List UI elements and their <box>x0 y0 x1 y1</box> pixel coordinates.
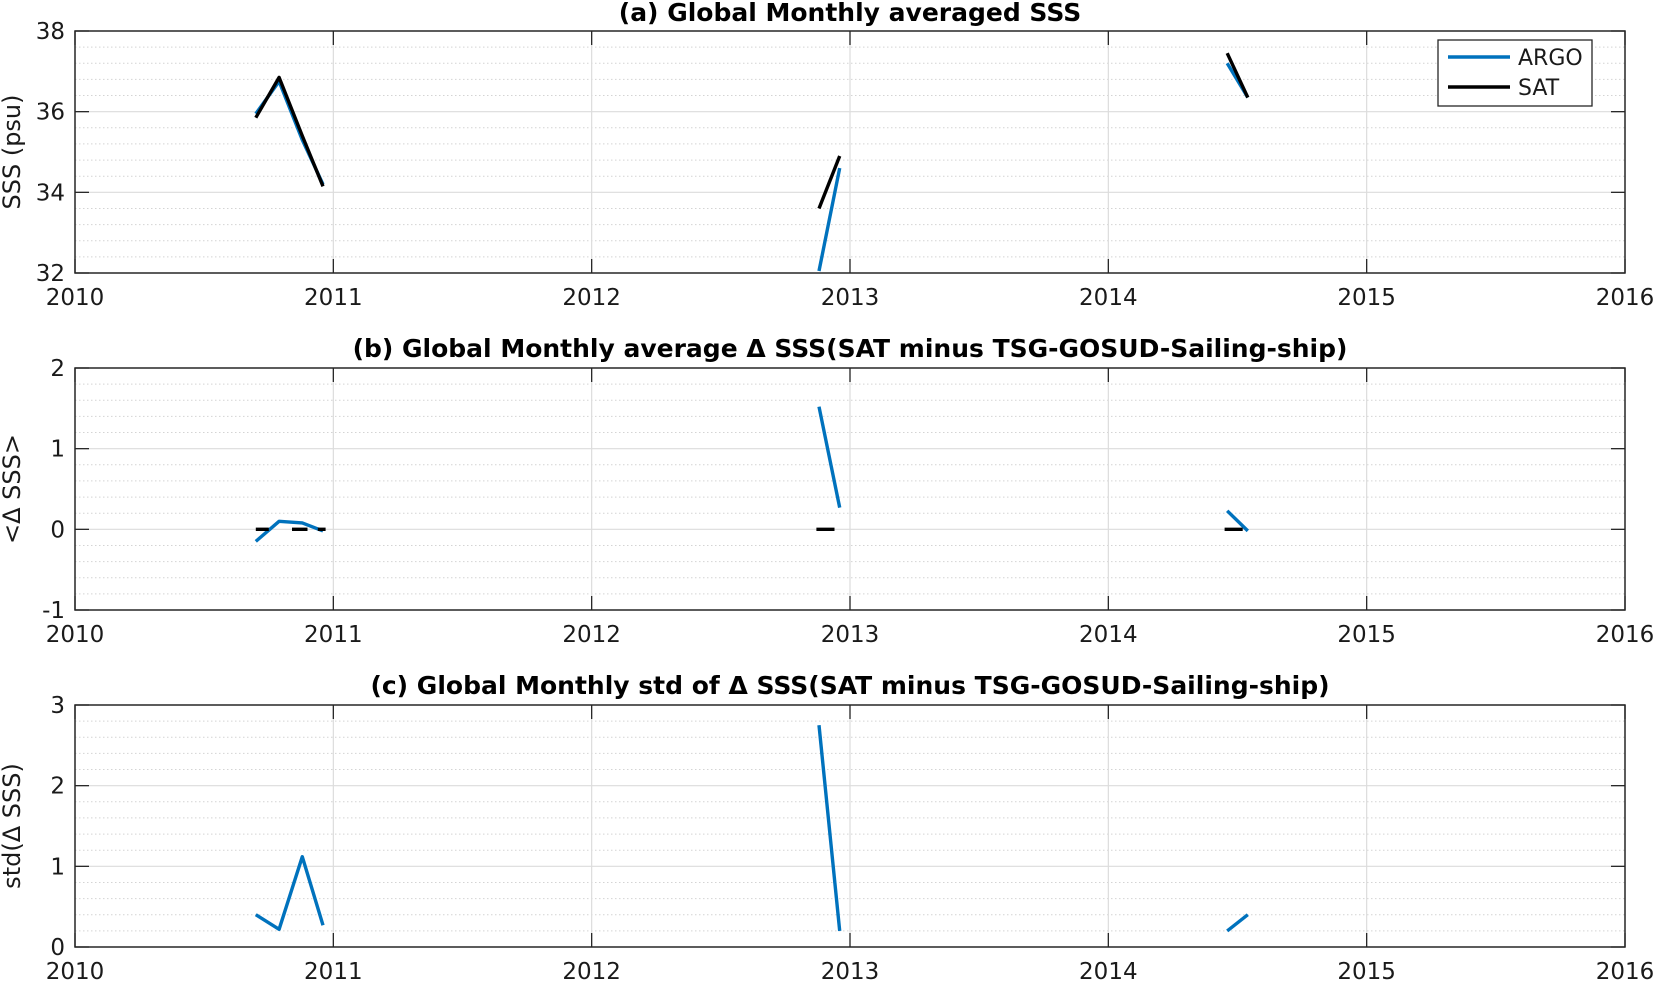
x-tick-label: 2010 <box>46 959 105 982</box>
x-tick-label: 2011 <box>304 622 363 648</box>
series-argo-line <box>817 725 842 932</box>
y-tick-label: 32 <box>36 261 65 287</box>
y-tick-label: 38 <box>36 19 65 45</box>
series-argo-line <box>817 406 842 508</box>
subplot-2: 2010 2011 2012 2013 2014 2015 2016 0 1 2 3 (c) Glob… <box>0 671 1654 982</box>
subplot-0: 2010 2011 2012 2013 2014 2015 2016 32 34 36 38 (a) … <box>0 0 1654 311</box>
series-argo-line <box>1226 509 1249 533</box>
x-tick-label: 2013 <box>821 959 880 982</box>
legend: ARGO SAT <box>1437 39 1593 107</box>
x-tick-label: 2015 <box>1337 959 1396 982</box>
series-argo-line <box>254 855 325 931</box>
legend-box <box>1437 39 1593 107</box>
x-tick-label: 2016 <box>1596 959 1655 982</box>
y-tick-label: 1 <box>50 437 65 463</box>
series-sat-line <box>254 75 325 187</box>
y-axis-label: <Δ SSS> <box>0 434 26 544</box>
y-axis-label: std(Δ SSS) <box>0 763 26 889</box>
legend-label-argo: ARGO <box>1518 46 1583 71</box>
x-tick-label: 2016 <box>1596 622 1655 648</box>
x-tick-label: 2012 <box>562 622 621 648</box>
subplot-1: 2010 2011 2012 2013 2014 2015 2016 -1 0 1 2 (b) Glo… <box>0 334 1654 648</box>
chart-title: (b) Global Monthly average Δ SSS(SAT min… <box>353 334 1348 363</box>
series-sat-line <box>1225 52 1250 99</box>
series-argo-line <box>817 167 842 272</box>
x-tick-label: 2010 <box>46 285 105 311</box>
y-axis-label: SSS (psu) <box>0 94 26 209</box>
y-tick-label: 3 <box>50 693 65 719</box>
y-tick-label: 1 <box>50 854 65 880</box>
x-tick-label: 2014 <box>1079 285 1138 311</box>
series-sat-line <box>817 155 842 210</box>
y-tick-label: 34 <box>36 180 65 206</box>
legend-label-sat: SAT <box>1518 76 1560 101</box>
x-tick-label: 2014 <box>1079 959 1138 982</box>
chart-title: (a) Global Monthly averaged SSS <box>619 0 1081 27</box>
x-tick-label: 2012 <box>562 959 621 982</box>
x-tick-label: 2011 <box>304 959 363 982</box>
chart-title: (c) Global Monthly std of Δ SSS(SAT minu… <box>370 671 1329 700</box>
y-tick-label: 0 <box>50 517 65 543</box>
series-argo-line <box>1226 913 1249 933</box>
series-argo-line <box>254 519 324 543</box>
x-tick-label: 2013 <box>821 285 880 311</box>
series-argo-line <box>254 79 325 186</box>
x-tick-label: 2015 <box>1337 622 1396 648</box>
x-tick-label: 2015 <box>1337 285 1396 311</box>
y-tick-label: -1 <box>42 598 65 624</box>
x-tick-label: 2010 <box>46 622 105 648</box>
x-tick-label: 2011 <box>304 285 363 311</box>
x-tick-label: 2013 <box>821 622 880 648</box>
y-tick-label: 2 <box>50 774 65 800</box>
x-tick-label: 2012 <box>562 285 621 311</box>
y-tick-label: 0 <box>50 935 65 961</box>
x-tick-label: 2014 <box>1079 622 1138 648</box>
x-tick-label: 2016 <box>1596 285 1655 311</box>
y-tick-label: 36 <box>36 100 65 126</box>
y-tick-label: 2 <box>50 356 65 382</box>
